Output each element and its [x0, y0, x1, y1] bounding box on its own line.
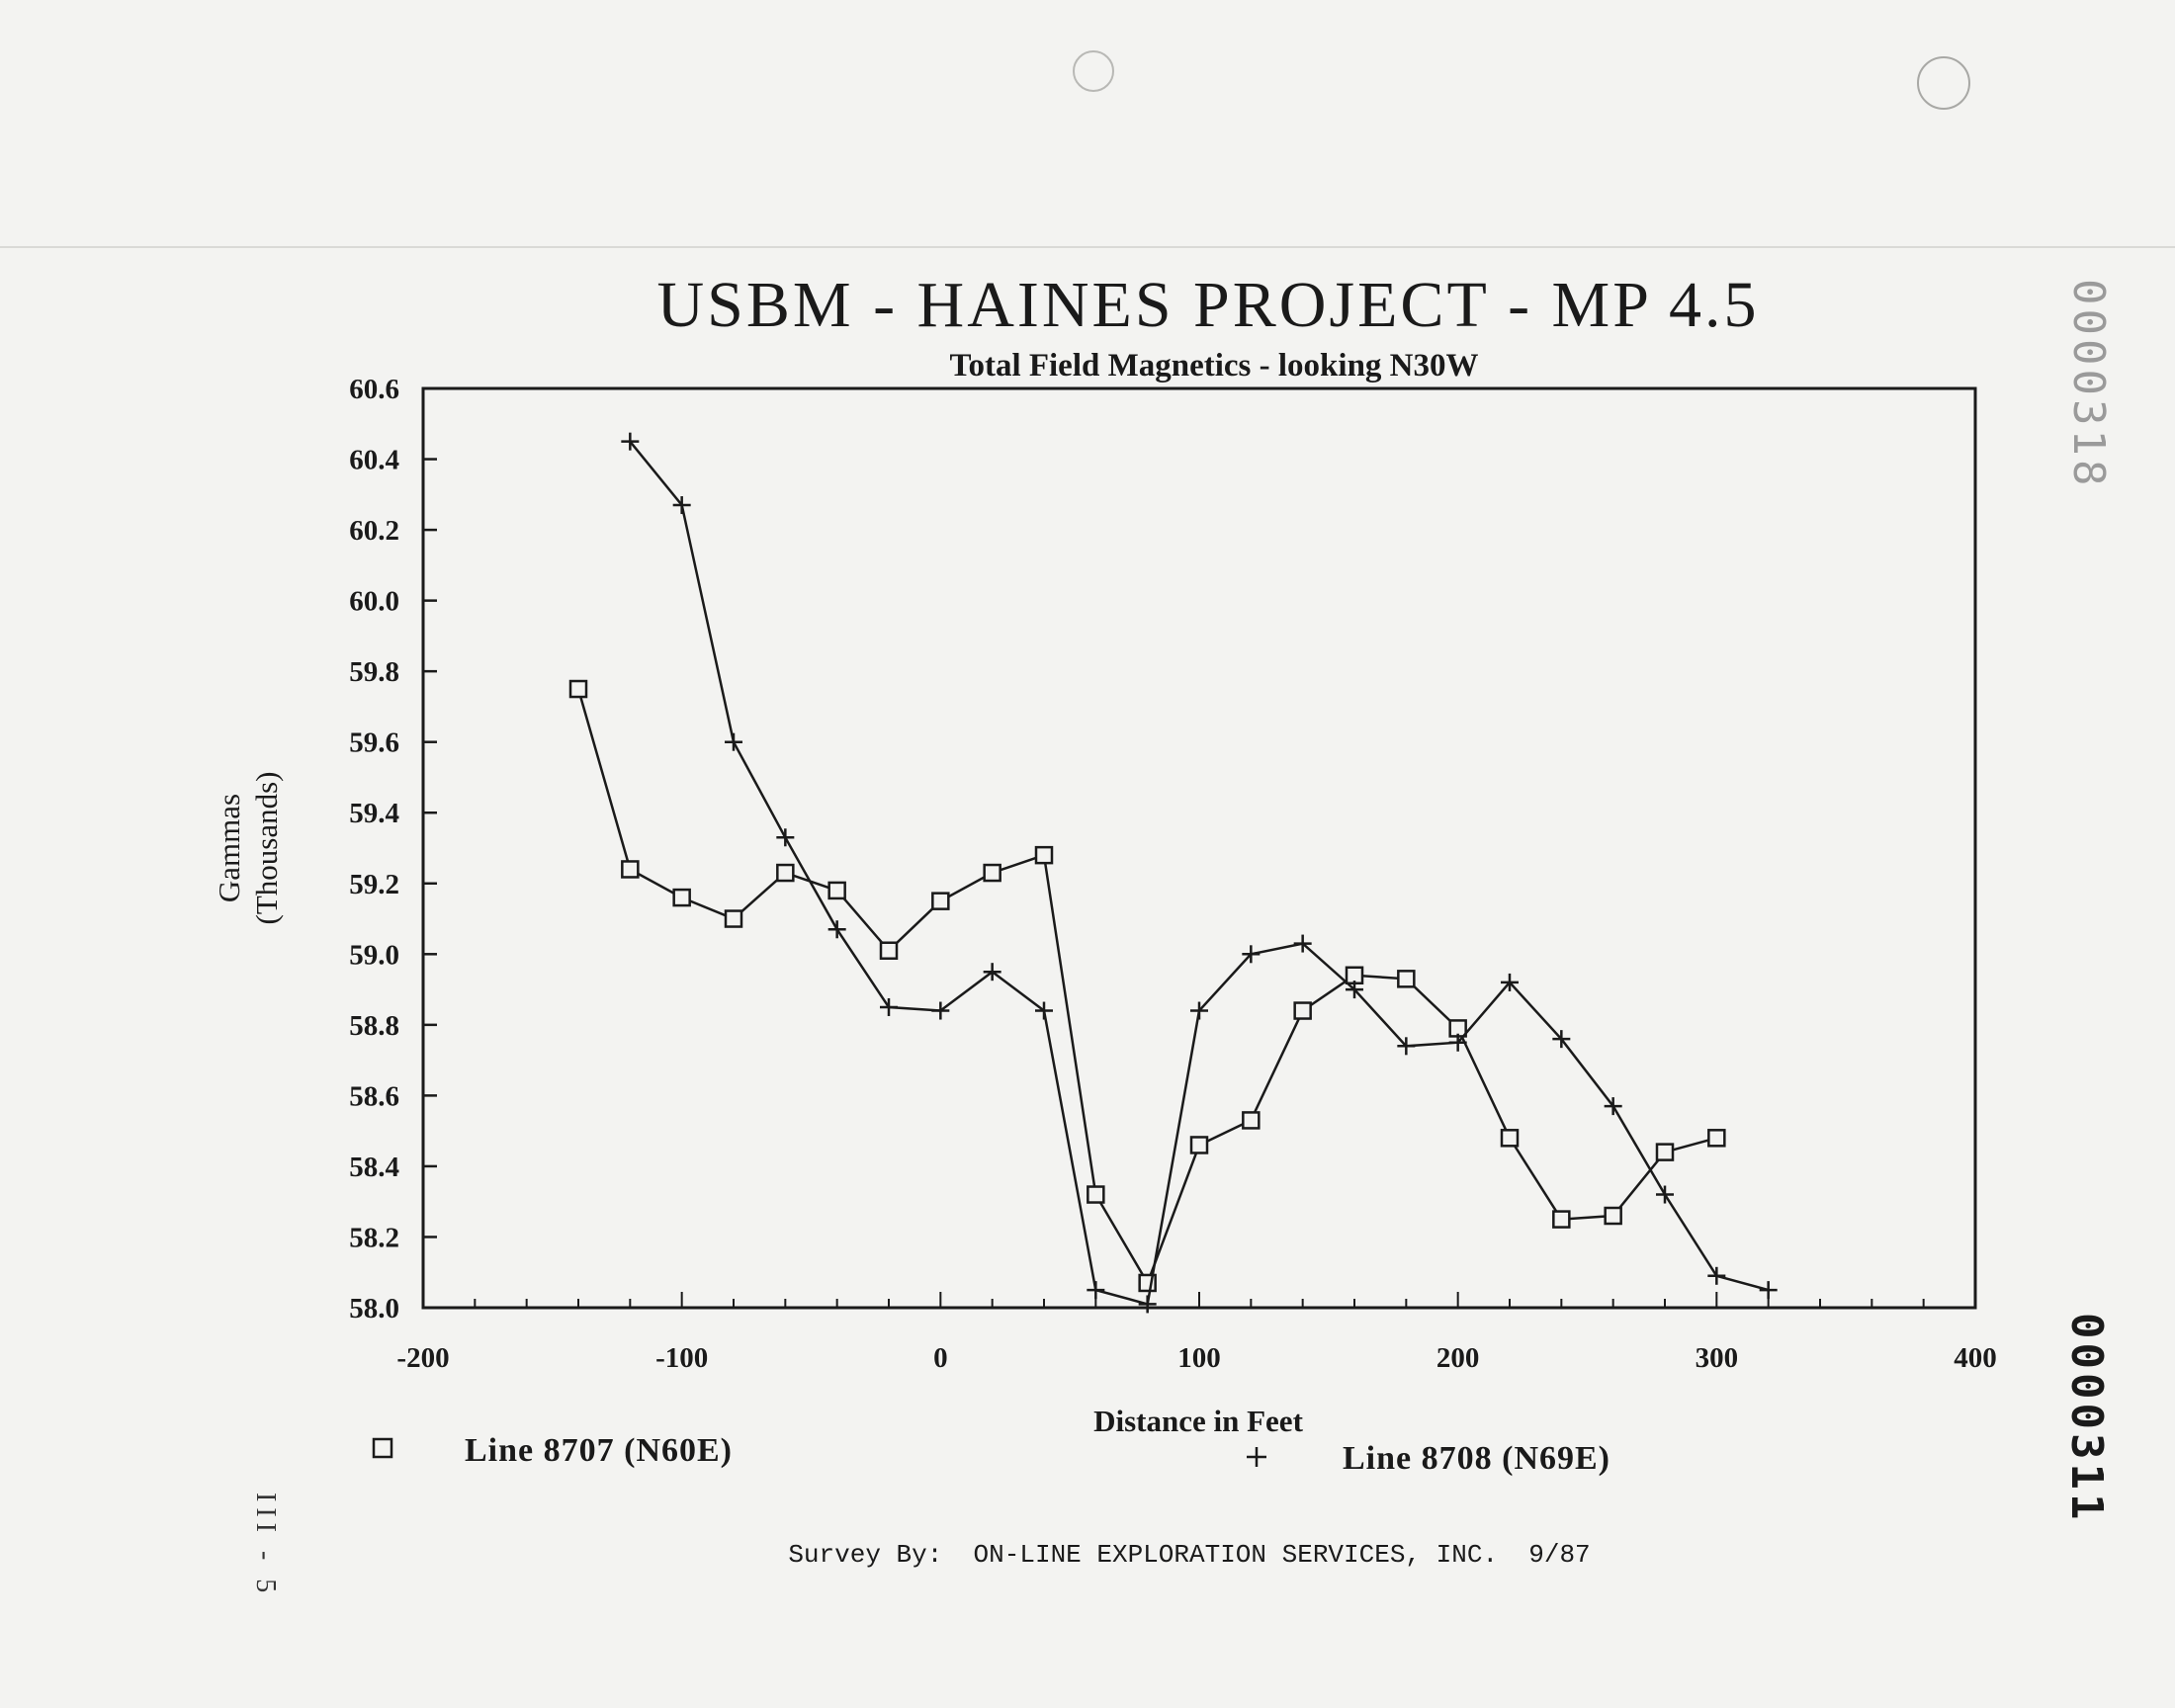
data-point-plus [983, 963, 1001, 982]
x-axis-label: Distance in Feet [1093, 1404, 1303, 1438]
legend-entry-line-8708: Line 8708 (N69E) [1343, 1440, 1610, 1477]
series-layer [568, 432, 1778, 1314]
survey-credit: Survey By: ON-LINE EXPLORATION SERVICES,… [788, 1540, 1590, 1570]
y-tick-label: 59.6 [349, 727, 399, 759]
x-tick-label: 400 [1954, 1342, 1997, 1374]
binder-hole-mark [1073, 50, 1114, 92]
data-point-plus [1552, 1030, 1571, 1049]
data-point-plus [725, 732, 742, 751]
data-point-plus [931, 1001, 950, 1020]
data-point-square [1397, 970, 1416, 988]
document-stamp-bottom: 0000311 [2061, 1313, 2112, 1523]
data-point-square [931, 892, 950, 910]
y-tick-label: 59.8 [349, 656, 399, 688]
data-point-square [672, 888, 691, 907]
x-tick-label: 300 [1696, 1342, 1739, 1374]
data-point-plus [1087, 1281, 1105, 1300]
y-tick-label: 58.0 [349, 1293, 399, 1324]
data-point-square [1552, 1210, 1571, 1229]
x-tick-label: -100 [655, 1342, 708, 1374]
legend-entry-line-8707: Line 8707 (N60E) [465, 1432, 733, 1469]
x-axis: -200 -100 0 100 200 300 400 [396, 1292, 1997, 1374]
data-point-square [621, 860, 640, 879]
data-point-plus [880, 997, 898, 1016]
data-point-square [1087, 1185, 1105, 1204]
data-point-square [1707, 1129, 1726, 1148]
y-tick-label: 58.8 [349, 1010, 399, 1042]
data-point-square [724, 909, 743, 928]
data-point-square [1189, 1136, 1209, 1154]
data-point-plus [621, 432, 640, 451]
y-tick-label: 60.4 [349, 445, 399, 476]
data-point-plus [1293, 934, 1312, 953]
data-point-plus [1707, 1266, 1726, 1285]
y-axis-label-line2: (Thousands) [249, 772, 284, 925]
data-point-plus [1138, 1295, 1157, 1314]
data-point-square [879, 941, 899, 960]
plot-frame [421, 386, 1977, 1310]
data-point-plus [1656, 1185, 1674, 1204]
data-point-square [568, 679, 588, 699]
data-point-plus [672, 496, 691, 515]
data-point-square [1500, 1129, 1520, 1148]
x-tick-label: -200 [396, 1342, 449, 1374]
series-line-2 [629, 440, 1770, 1306]
y-tick-label: 58.2 [349, 1222, 399, 1253]
series-line-1 [576, 688, 1717, 1286]
y-tick-label: 59.0 [349, 939, 399, 971]
y-tick-label: 60.0 [349, 586, 399, 618]
document-stamp-top: 0000318 [2063, 279, 2114, 489]
binder-hole-mark [1917, 56, 1970, 110]
data-point-plus [1448, 1033, 1467, 1052]
y-tick-label: 60.2 [349, 515, 399, 547]
legend-square-marker [372, 1437, 393, 1459]
data-point-plus [827, 920, 846, 939]
data-point-square [1604, 1206, 1622, 1226]
data-point-plus [1604, 1097, 1622, 1116]
data-point-square [1293, 1001, 1312, 1020]
y-tick-label: 60.6 [349, 374, 399, 405]
data-point-plus [1397, 1037, 1416, 1056]
chart-title: USBM - HAINES PROJECT - MP 4.5 [657, 269, 1760, 341]
y-tick-label: 59.2 [349, 869, 399, 900]
page-number-label: III - 5 [250, 1493, 281, 1598]
data-point-square [1034, 845, 1054, 865]
x-tick-label: 100 [1177, 1342, 1221, 1374]
data-point-square [1242, 1111, 1261, 1130]
data-point-plus [1190, 1001, 1208, 1020]
y-tick-label: 58.6 [349, 1080, 399, 1112]
data-point-square [983, 863, 1001, 883]
data-point-plus [1759, 1281, 1778, 1300]
data-point-plus [1242, 945, 1261, 964]
x-tick-label: 0 [933, 1342, 948, 1374]
data-point-plus [1346, 981, 1363, 999]
legend-plus-marker [1247, 1447, 1266, 1467]
x-tick-label: 200 [1436, 1342, 1480, 1374]
data-point-square [776, 863, 795, 883]
y-axis: 58.0 58.2 58.4 58.6 58.8 59.0 59.2 59.4 59.6 59.8… [349, 374, 437, 1324]
data-point-square [827, 881, 846, 900]
y-tick-label: 59.4 [349, 798, 399, 829]
y-axis-label-line1: Gammas [212, 794, 246, 902]
chart-subtitle: Total Field Magnetics - looking N30W [949, 348, 1478, 384]
data-point-plus [776, 828, 795, 847]
data-point-square [1655, 1143, 1675, 1161]
data-point-plus [1035, 1001, 1053, 1020]
data-point-plus [1501, 973, 1519, 991]
y-tick-label: 58.4 [349, 1152, 399, 1183]
